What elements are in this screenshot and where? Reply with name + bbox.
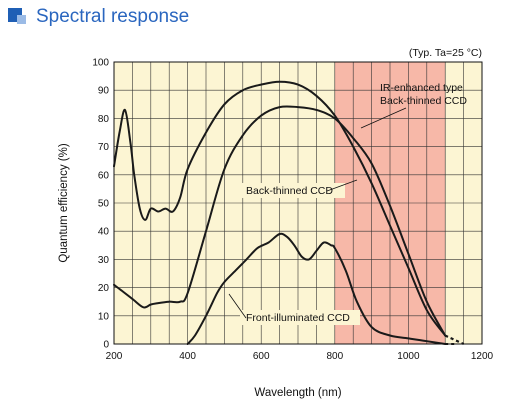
plot-frame [113,61,483,345]
series-label-bg-3 [240,310,360,325]
series-label-bg-2 [240,183,345,198]
condition-note: (Typ. Ta=25 °C) [409,47,482,59]
y-tick-label: 80 [98,114,110,125]
series-line-2 [113,105,447,337]
series-label-leader-1 [360,107,407,129]
y-tick-label: 10 [98,311,110,322]
tick-labels: 0 10 20 30 40 50 60 70 80 90 100 200 400 600 800 1000 12… [92,58,493,363]
x-axis-label: Wavelength (nm) [254,387,341,399]
series-label-2: Back-thinned CCD [246,185,333,197]
y-tick-label: 20 [98,283,110,294]
series-line-3 [186,232,447,345]
x-tick-label: 200 [106,351,123,362]
y-tick-label: 100 [92,58,109,69]
series-label-3: Front-illuminated CCD [246,312,350,324]
x-tick-label: 400 [179,351,196,362]
series-label-1: IR-enhanced type [380,82,463,94]
section-title: Spectral response [36,6,190,27]
x-tick-label: 600 [253,351,270,362]
x-tick-label: 1000 [397,351,420,362]
x-tick-label: 1200 [471,351,494,362]
heading-square-icon [8,8,28,26]
y-tick-label: 50 [98,199,110,210]
y-tick-label: 0 [103,340,109,351]
y-tick-label: 70 [98,142,110,153]
series-label-leader-2 [326,179,358,192]
series-line-1 [113,80,447,337]
y-tick-label: 60 [98,170,110,181]
section-heading: Spectral response [8,4,189,30]
y-tick-label: 40 [98,227,110,238]
y-axis-label: Quantum efficiency (%) [58,143,70,262]
y-tick-label: 90 [98,86,110,97]
x-tick-label: 800 [326,351,343,362]
series-label-leader-3 [228,293,247,319]
y-tick-label: 30 [98,255,110,266]
series-label-1: Back-thinned CCD [380,95,467,107]
